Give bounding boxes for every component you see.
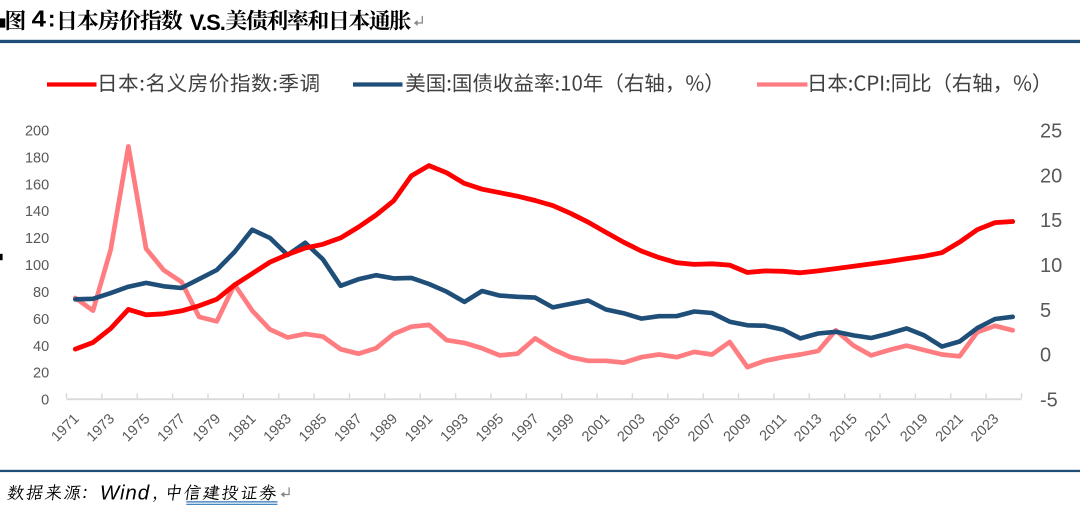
svg-text:100: 100 [25, 258, 49, 274]
svg-text:4: 4 [32, 7, 47, 32]
svg-text:10: 10 [1040, 255, 1062, 277]
svg-text:-5: -5 [1040, 390, 1058, 412]
svg-text:Wind: Wind [100, 482, 150, 505]
svg-text:60: 60 [33, 312, 49, 328]
svg-text:5: 5 [1040, 300, 1051, 322]
svg-text:15: 15 [1040, 210, 1062, 232]
svg-text:120: 120 [25, 231, 49, 247]
svg-text:20: 20 [1040, 165, 1062, 187]
svg-text:V.S.: V.S. [190, 10, 225, 35]
svg-text:40: 40 [33, 339, 49, 355]
svg-text:140: 140 [25, 204, 49, 220]
svg-text:200: 200 [25, 124, 49, 140]
svg-text:160: 160 [25, 177, 49, 193]
svg-text:80: 80 [33, 285, 49, 301]
svg-text:180: 180 [25, 150, 49, 166]
svg-text::: : [48, 6, 56, 32]
svg-text:0: 0 [1040, 345, 1051, 367]
svg-text:20: 20 [33, 366, 49, 382]
svg-text:0: 0 [41, 393, 49, 409]
svg-text:25: 25 [1040, 121, 1062, 143]
